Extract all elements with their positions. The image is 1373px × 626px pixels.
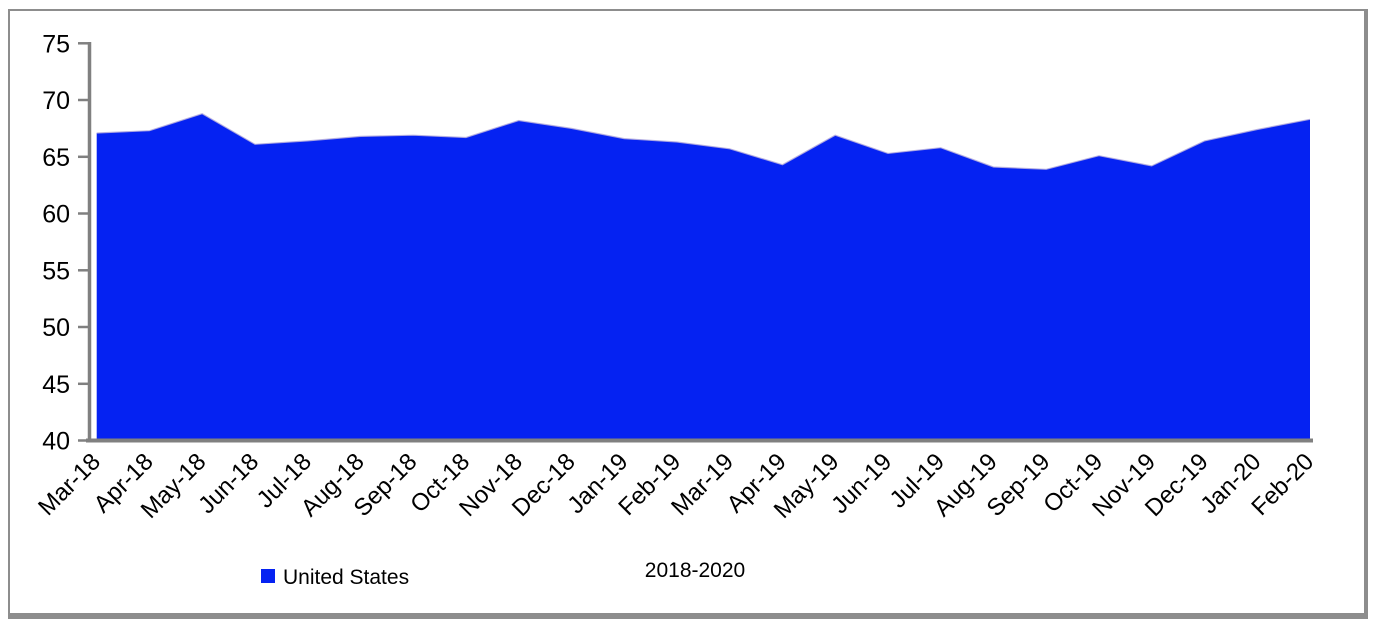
legend-swatch (261, 569, 275, 583)
y-tick-label: 40 (42, 428, 70, 456)
united-states-area-series (96, 113, 1311, 441)
y-tick-label: 65 (42, 144, 70, 172)
x-axis-title: 2018-2020 (645, 559, 745, 582)
x-tick-label: Jun-19 (826, 448, 897, 519)
x-tick-label: Jun-18 (193, 448, 264, 519)
y-tick-label: 60 (42, 201, 70, 229)
plot-area: 7570656055504540Mar-18Apr-18May-18Jun-18… (33, 30, 1319, 524)
y-tick-label: 70 (42, 87, 70, 115)
x-tick-label: Mar-18 (33, 448, 106, 521)
y-tick-label: 45 (42, 371, 70, 399)
legend-label: United States (283, 566, 409, 589)
y-tick-label: 50 (42, 314, 70, 342)
y-tick-label: 55 (42, 257, 70, 285)
united-states-series-edge (96, 113, 1311, 170)
y-tick-label: 75 (42, 30, 70, 58)
